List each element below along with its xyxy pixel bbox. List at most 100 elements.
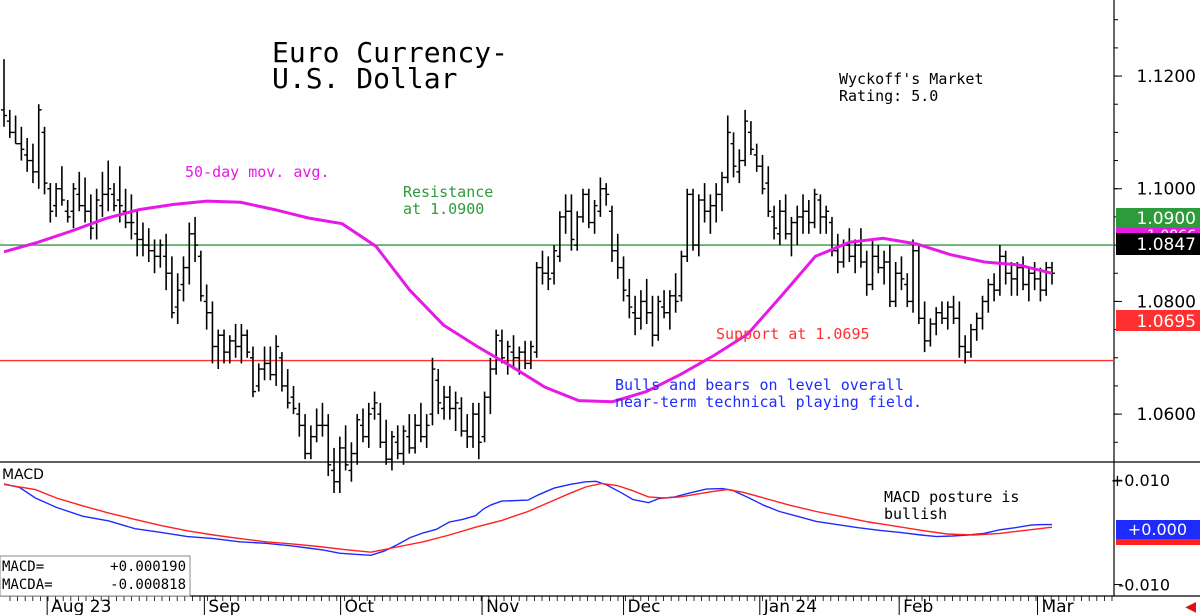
ohlc-bar — [70, 183, 77, 229]
ohlc-bar — [522, 340, 529, 370]
chart-title-line-1: Euro Currency- — [272, 36, 508, 69]
ohlc-bar — [12, 115, 19, 145]
y-ticks-macd: +0.010 -0.010 — [1111, 471, 1170, 594]
macd-line — [3, 480, 1052, 557]
ohlc-bar — [307, 425, 314, 460]
commentary-line-1: Bulls and bears on level overall — [615, 376, 904, 394]
ohlc-bar — [788, 216, 795, 257]
ohlc-bar — [458, 397, 465, 437]
ohlc-bar — [857, 228, 864, 268]
ohlc-bar — [742, 109, 749, 167]
ohlc-bar — [128, 194, 135, 240]
ohlc-bar — [759, 154, 766, 195]
ohlc-bar — [811, 188, 818, 229]
ohlc-bar — [319, 402, 326, 437]
resistance-annotation: Resistance at 1.0900 — [403, 183, 502, 218]
ohlc-bar — [933, 307, 940, 336]
ohlc-bar — [562, 194, 569, 234]
ohlc-bar — [261, 346, 268, 381]
ohlc-bar — [846, 228, 853, 262]
macda-readout-value: -0.000818 — [110, 577, 186, 593]
ohlc-bar — [1043, 261, 1050, 296]
ohlc-bar — [359, 408, 366, 443]
ohlc-bar — [701, 183, 708, 223]
macda-line — [3, 482, 1053, 553]
ohlc-bar — [464, 414, 471, 448]
ohlc-bar — [203, 284, 210, 330]
ohlc-bar — [302, 414, 309, 460]
ohlc-bar — [371, 391, 378, 420]
ohlc-bar — [400, 425, 407, 465]
ohlc-bar — [927, 318, 934, 347]
ohlc-bar — [354, 414, 361, 465]
ohlc-bar — [82, 177, 89, 223]
ohlc-bar — [637, 290, 644, 330]
resistance-label: 1.0900 — [1137, 209, 1196, 229]
ohlc-bar — [794, 205, 801, 246]
ohlc-bar — [209, 301, 216, 364]
ohlc-bar — [157, 239, 164, 268]
ohlc-bar — [1025, 267, 1032, 302]
left-arrow-icon[interactable]: ◀ — [1185, 599, 1196, 615]
ohlc-bar — [817, 194, 824, 234]
x-tick-label: Mar — [1042, 597, 1074, 615]
ohlc-bar — [151, 239, 158, 274]
x-tick-label: Nov — [486, 597, 519, 615]
ohlc-bar — [469, 402, 476, 448]
ohlc-bar — [105, 160, 112, 212]
ohlc-bar — [244, 329, 251, 358]
support-annotation: Support at 1.0695 — [716, 325, 870, 343]
ohlc-bar — [539, 250, 546, 285]
ohlc-bar — [574, 211, 581, 251]
ohlc-bar — [180, 256, 187, 302]
ohlc-bar — [678, 250, 685, 302]
macd-lines — [3, 480, 1053, 557]
ohlc-bar — [290, 385, 297, 415]
ohlc-bars — [1, 59, 1055, 493]
ohlc-bar — [29, 143, 36, 184]
moving-average-line — [3, 199, 1053, 404]
ohlc-bar — [614, 233, 621, 279]
ohlc-bar — [41, 126, 48, 195]
ohlc-bar — [915, 245, 922, 324]
ohlc-bar — [666, 290, 673, 330]
ohlc-bar — [875, 245, 882, 274]
ohlc-bar — [267, 346, 274, 381]
ohlc-bar — [87, 194, 94, 240]
macd-readout-value: +0.000190 — [110, 559, 186, 575]
ohlc-bar — [163, 233, 170, 291]
ohlc-bar — [377, 402, 384, 448]
ohlc-bar — [973, 312, 980, 341]
ohlc-bar — [545, 256, 552, 291]
ohlc-bar — [892, 261, 899, 308]
x-tick-label: Feb — [903, 597, 933, 615]
ohlc-bar — [429, 357, 436, 426]
ohlc-bar — [342, 425, 349, 471]
ohlc-bar — [800, 194, 807, 234]
ohlc-bar — [221, 329, 228, 364]
ohlc-bar — [527, 340, 534, 370]
ohlc-bar — [18, 126, 25, 161]
ohlc-bar — [765, 166, 772, 217]
ohlc-bar — [53, 183, 60, 217]
ohlc-bar — [898, 256, 905, 291]
macd-annotation-line-1: MACD posture is — [884, 488, 1019, 506]
ohlc-bar — [591, 200, 598, 234]
ohlc-bar — [313, 408, 320, 443]
ohlc-bar — [435, 369, 442, 415]
ohlc-bar — [441, 385, 448, 420]
ohlc-bar — [481, 391, 488, 443]
y-tick-label: 1.0800 — [1137, 292, 1196, 312]
last-price-tag: 1.0847 — [1116, 233, 1200, 255]
macd-zero-tag: +0.000 — [1116, 520, 1200, 545]
ohlc-bar — [580, 188, 587, 223]
ohlc-bar — [626, 278, 633, 319]
y-tick-label: 1.0600 — [1137, 405, 1196, 425]
ohlc-bar — [690, 188, 697, 251]
ohlc-bar — [215, 329, 222, 370]
ohlc-bar — [284, 369, 291, 409]
commentary-line-2: near-term technical playing field. — [615, 393, 922, 411]
ohlc-bar — [985, 278, 992, 313]
ohlc-bar — [776, 200, 783, 246]
